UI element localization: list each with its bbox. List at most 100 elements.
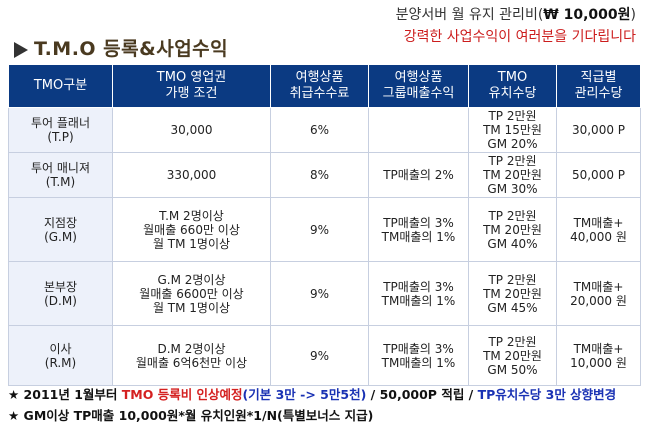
cell-line: 월 TM 1명이상	[152, 300, 231, 315]
triangle-arrow-icon	[14, 42, 28, 58]
cell-recruit: TP 2만원 TM 20만원 GM 50%	[468, 325, 557, 386]
cell-line: 9%	[309, 348, 330, 363]
cell-line: TP 2만원	[488, 272, 537, 287]
cell-line: TM매출의 1%	[381, 355, 456, 370]
table-row: 이사 (R.M) D.M 2명이상 월매출 6억6천만 이상 9% TP매출의 3% TM매…	[8, 325, 641, 386]
cell-line: 지점장	[43, 215, 78, 230]
cell-line: 투어 플래너	[30, 116, 90, 130]
cell-line: TP매출의 3%	[383, 341, 454, 356]
cell-grade: 지점장 (G.M)	[8, 197, 113, 262]
cell-grade: 이사 (R.M)	[8, 325, 113, 386]
cell-line: 10,000 원	[570, 355, 627, 370]
footer-note-1-part4: / 50,000P 적립 /	[366, 387, 478, 402]
column-header-line: 여행상품	[394, 70, 443, 85]
cell-line: TP 2만원	[488, 208, 537, 223]
cell-commission: 9%	[270, 325, 369, 386]
column-header-line: 직급별	[580, 70, 617, 85]
cell-line: 월 TM 1명이상	[152, 236, 231, 251]
column-header-line: TMO 영업권	[156, 70, 227, 85]
footer-note-1-part5: TP유치수당 3만 상향변경	[477, 387, 617, 402]
cell-line: 월매출 6600만 이상	[139, 286, 244, 301]
cell-line: 330,000	[166, 168, 217, 182]
cell-condition: T.M 2명이상 월매출 660만 이상 월 TM 1명이상	[112, 197, 271, 262]
footer-note-1: ★ 2011년 1월부터 TMO 등록비 인상예정(기본 3만 -> 5만5천)…	[8, 384, 616, 403]
cell-line: (T.M)	[45, 175, 76, 189]
cell-line: TP매출의 3%	[383, 279, 454, 294]
cell-line: TP매출의 2%	[383, 168, 454, 182]
column-header-line: 그룹매출수익	[382, 86, 455, 101]
cell-line: 30,000 P	[571, 123, 626, 137]
fee-note-prefix: 분양서버 월 유지 관리비(	[395, 7, 544, 23]
column-header-line: 가맹 조건	[165, 86, 218, 101]
cell-grade: 투어 플래너 (T.P)	[8, 107, 113, 153]
cell-recruit: TP 2만원 TM 20만원 GM 30%	[468, 152, 557, 198]
cell-line: TM매출+	[573, 215, 624, 230]
cell-line: (D.M)	[44, 293, 77, 308]
cell-line: (T.P)	[47, 130, 74, 144]
cell-commission: 8%	[270, 152, 369, 198]
cell-line: 6%	[309, 123, 330, 137]
cell-line: 30,000	[170, 123, 213, 137]
cell-recruit: TP 2만원 TM 15만원 GM 20%	[468, 107, 557, 153]
fee-note-suffix: )	[630, 7, 636, 23]
cell-line: TP매출의 3%	[383, 215, 454, 230]
cell-line: G.M 2명이상	[157, 272, 226, 287]
cell-line: 9%	[309, 286, 330, 301]
cell-line: GM 40%	[487, 236, 538, 251]
cell-group-revenue: TP매출의 3% TM매출의 1%	[368, 325, 469, 386]
cell-group-revenue: TP매출의 3% TM매출의 1%	[368, 261, 469, 326]
cell-line: TP 2만원	[488, 154, 537, 168]
cell-line: TM 20만원	[483, 168, 542, 182]
cell-line: TM 20만원	[483, 222, 542, 237]
cell-line: 50,000 P	[571, 168, 626, 182]
column-header-3: 여행상품 그룹매출수익	[368, 64, 469, 108]
cell-group-revenue	[368, 107, 469, 153]
cell-line: D.M 2명이상	[157, 341, 226, 356]
cell-line: TM매출+	[573, 341, 624, 356]
table-row: 투어 플래너 (T.P) 30,000 6% TP 2만원 TM 15만원 GM 20% 30…	[8, 107, 641, 153]
cell-line: TM매출+	[573, 279, 624, 294]
cell-recruit: TP 2만원 TM 20만원 GM 40%	[468, 197, 557, 262]
footer-note-1-part2: TMO 등록비 인상예정	[121, 387, 243, 402]
column-header-0: TMO구분	[8, 64, 113, 108]
cell-condition: D.M 2명이상 월매출 6억6천만 이상	[112, 325, 271, 386]
table-header-row: TMO구분 TMO 영업권 가맹 조건 여행상품 취급수수료 여행상품 그룹매출수익 TMO 유…	[8, 64, 641, 108]
column-header-line: TMO	[497, 70, 528, 85]
table-row: 투어 매니져 (T.M) 330,000 8% TP매출의 2% TP 2만원 TM 20만…	[8, 152, 641, 198]
cell-line: TP 2만원	[488, 109, 537, 123]
column-header-2: 여행상품 취급수수료	[270, 64, 369, 108]
cell-line: TM 20만원	[483, 348, 542, 363]
cell-line: T.M 2명이상	[159, 208, 224, 223]
cell-line: TM 20만원	[483, 286, 542, 301]
cell-grade: 투어 매니져 (T.M)	[8, 152, 113, 198]
cell-commission: 9%	[270, 197, 369, 262]
column-header-line: 유치수당	[488, 86, 537, 101]
cell-manage: 30,000 P	[556, 107, 641, 153]
maintenance-fee-note: 분양서버 월 유지 관리비(₩ 10,000원)	[396, 4, 636, 24]
cell-manage: TM매출+ 10,000 원	[556, 325, 641, 386]
cell-line: 20,000 원	[570, 293, 627, 308]
cell-line: 본부장	[43, 279, 78, 294]
column-header-line: 취급수수료	[289, 86, 350, 101]
slogan: 강력한 사업수익이 여러분을 기다립니다	[403, 29, 636, 45]
tmo-table: TMO구분 TMO 영업권 가맹 조건 여행상품 취급수수료 여행상품 그룹매출수익 TMO 유…	[8, 64, 641, 386]
cell-line: GM 50%	[487, 362, 538, 377]
cell-line: 이사	[49, 341, 72, 356]
cell-line: 9%	[309, 222, 330, 237]
footer-note-1-part3: (기본 3만 -> 5만5천)	[242, 387, 367, 402]
cell-grade: 본부장 (D.M)	[8, 261, 113, 326]
column-header-line: 관리수당	[574, 86, 623, 101]
column-header-4: TMO 유치수당	[468, 64, 557, 108]
cell-line: 월매출 6억6천만 이상	[135, 355, 248, 370]
column-header-1: TMO 영업권 가맹 조건	[112, 64, 271, 108]
table-row: 지점장 (G.M) T.M 2명이상 월매출 660만 이상 월 TM 1명이상 9% TP…	[8, 197, 641, 262]
column-header-line: 여행상품	[295, 70, 344, 85]
cell-line: GM 30%	[487, 182, 538, 196]
cell-group-revenue: TP매출의 3% TM매출의 1%	[368, 197, 469, 262]
table-body: 투어 플래너 (T.P) 30,000 6% TP 2만원 TM 15만원 GM 20% 30…	[8, 107, 641, 386]
cell-manage: 50,000 P	[556, 152, 641, 198]
cell-line: GM 45%	[487, 300, 538, 315]
header: T.M.O 등록&사업수익 분양서버 월 유지 관리비(₩ 10,000원) 강…	[0, 0, 648, 64]
cell-manage: TM매출+ 40,000 원	[556, 197, 641, 262]
cell-line: 월매출 660만 이상	[143, 222, 240, 237]
